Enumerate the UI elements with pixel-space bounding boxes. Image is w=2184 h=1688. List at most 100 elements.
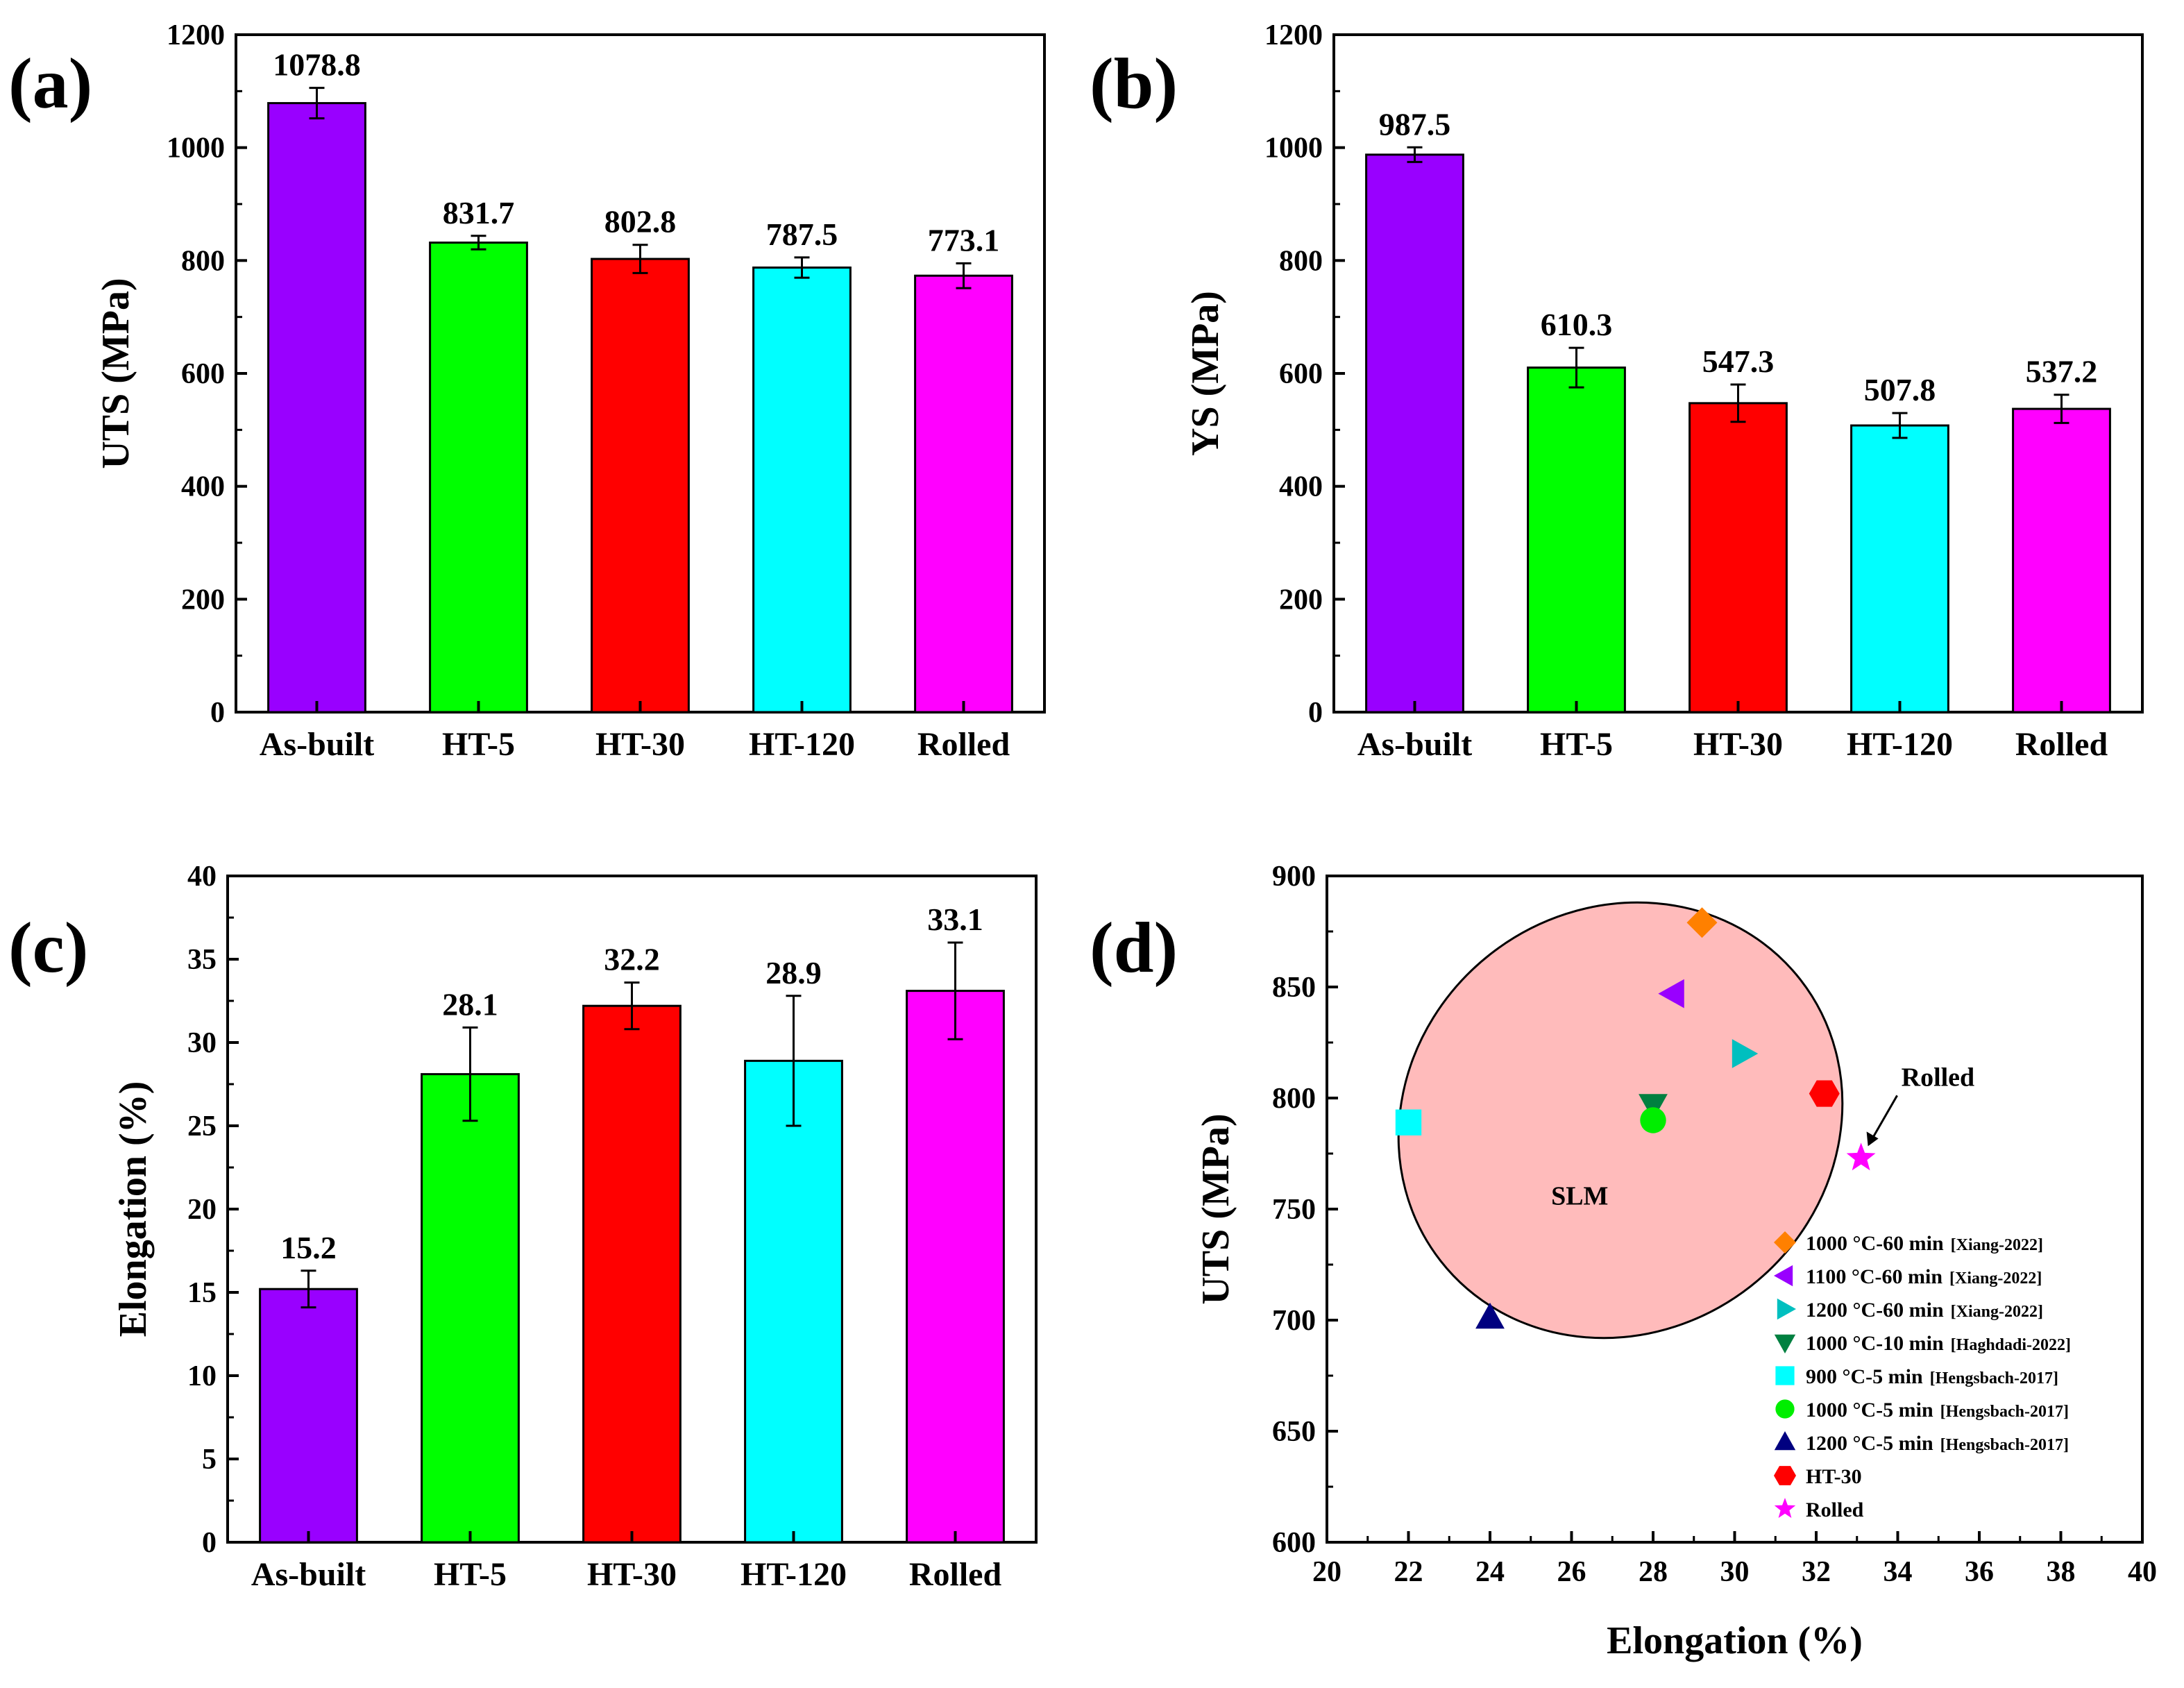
y-tick-label: 200 xyxy=(1279,584,1323,616)
legend-label: 1100 °C-60 min xyxy=(1806,1265,1942,1288)
x-axis-title: Elongation (%) xyxy=(1607,1619,1863,1662)
data-point xyxy=(1639,1094,1668,1120)
legend-entry: 1200 °C-60 min [Xiang-2022] xyxy=(1806,1299,2043,1322)
legend-marker xyxy=(1774,1231,1796,1254)
x-tick-label: HT-120 xyxy=(1847,726,1953,763)
bar xyxy=(421,1073,520,1544)
bar xyxy=(267,102,366,714)
y-tick-label: 1000 xyxy=(167,133,225,164)
y-tick-label: 10 xyxy=(187,1360,217,1392)
x-tick-label: 26 xyxy=(1557,1556,1586,1588)
bar xyxy=(2012,407,2111,714)
y-tick-label: 200 xyxy=(181,584,225,616)
x-tick-label: 20 xyxy=(1312,1556,1341,1588)
y-tick-label: 0 xyxy=(202,1527,217,1559)
y-axis-title: UTS (MPa) xyxy=(94,278,137,469)
bar xyxy=(752,267,852,714)
legend-label: HT-30 xyxy=(1806,1465,1862,1488)
bar xyxy=(259,1288,358,1544)
y-axis-title: Elongation (%) xyxy=(112,1081,155,1337)
bar xyxy=(1850,424,1949,714)
bar xyxy=(744,1059,843,1544)
bar xyxy=(906,990,1005,1544)
x-tick-label: HT-30 xyxy=(1693,726,1783,763)
data-point xyxy=(1395,1109,1422,1136)
annotation-arrow-head xyxy=(1866,1131,1879,1147)
x-tick-label: Rolled xyxy=(2015,726,2108,763)
legend-reference: [Xiang-2022] xyxy=(1949,1269,2042,1288)
data-point xyxy=(1686,907,1718,938)
y-tick-label: 900 xyxy=(1272,861,1316,893)
value-label: 507.8 xyxy=(1864,372,1936,407)
data-point xyxy=(1732,1039,1759,1068)
legend-entry: 1000 °C-5 min [Hengsbach-2017] xyxy=(1806,1399,2069,1421)
value-label: 28.9 xyxy=(765,955,822,990)
legend-marker xyxy=(1775,1399,1795,1419)
legend-marker xyxy=(1774,1498,1796,1518)
y-tick-label: 700 xyxy=(1272,1305,1316,1337)
data-point xyxy=(1846,1142,1876,1171)
panel-b: (b) YS (MPa) 0 200 400 600 800 1000 1200 987.5 As-… xyxy=(1090,19,2144,763)
value-label: 787.5 xyxy=(766,217,838,252)
bar xyxy=(914,274,1013,714)
y-tick-label: 600 xyxy=(181,358,225,390)
value-label: 773.1 xyxy=(928,222,1000,258)
bar xyxy=(1688,402,1788,714)
y-tick-label: 650 xyxy=(1272,1416,1316,1448)
x-tick-label: As-built xyxy=(251,1556,366,1593)
y-tick-label: 0 xyxy=(210,697,225,729)
y-tick-label: 35 xyxy=(187,944,217,976)
x-tick-label: 32 xyxy=(1802,1556,1831,1588)
legend-marker xyxy=(1774,1334,1796,1353)
value-label: 831.7 xyxy=(443,195,515,230)
legend-marker xyxy=(1774,1466,1796,1485)
legend-label: 1200 °C-5 min xyxy=(1806,1432,1933,1455)
y-tick-label: 800 xyxy=(1272,1083,1316,1115)
slm-region xyxy=(1397,901,1844,1340)
panel-label: (d) xyxy=(1090,908,1178,988)
value-label: 610.3 xyxy=(1541,307,1613,342)
x-tick-label: Rolled xyxy=(917,726,1010,763)
legend-label: 1200 °C-60 min xyxy=(1806,1299,1944,1322)
region-label: SLM xyxy=(1551,1182,1608,1211)
value-label: 28.1 xyxy=(442,986,498,1022)
data-point xyxy=(1658,979,1684,1008)
x-tick-label: 28 xyxy=(1639,1556,1668,1588)
panel-c: (c) Elongation (%) 0 5 10 15 20 25 30 35 40 15.2 As-… xyxy=(8,861,1038,1593)
x-tick-label: 30 xyxy=(1720,1556,1750,1588)
data-point xyxy=(1640,1107,1666,1133)
y-tick-label: 25 xyxy=(187,1111,217,1142)
value-label: 15.2 xyxy=(280,1230,337,1265)
panel-d: SLM (d) UTS (MPa) 600 650 700 750 800 850 900 20 22… xyxy=(1090,861,2157,1662)
y-tick-label: 600 xyxy=(1279,358,1323,390)
legend-reference: [Hengsbach-2017] xyxy=(1940,1436,2069,1454)
legend-label: 1000 °C-60 min xyxy=(1806,1232,1944,1255)
data-point xyxy=(1475,1302,1505,1329)
value-label: 33.1 xyxy=(927,902,983,937)
x-tick-label: HT-5 xyxy=(1540,726,1613,763)
x-tick-label: HT-5 xyxy=(434,1556,507,1593)
legend-reference: [Hengsbach-2017] xyxy=(1940,1403,2069,1421)
value-label: 537.2 xyxy=(2026,354,2098,389)
legend-entry: 1200 °C-5 min [Hengsbach-2017] xyxy=(1806,1432,2069,1455)
x-tick-label: 36 xyxy=(1965,1556,1994,1588)
value-label: 32.2 xyxy=(604,942,660,977)
panel-label: (b) xyxy=(1090,44,1178,124)
legend-entry: 1000 °C-10 min [Haghdadi-2022] xyxy=(1806,1332,2071,1355)
y-tick-label: 850 xyxy=(1272,972,1316,1004)
x-tick-label: 24 xyxy=(1475,1556,1505,1588)
x-tick-label: 40 xyxy=(2128,1556,2157,1588)
annotation-arrow-line xyxy=(1870,1095,1898,1142)
bar xyxy=(1365,153,1464,714)
legend-marker xyxy=(1774,1265,1793,1287)
y-tick-label: 1200 xyxy=(1264,19,1323,51)
x-tick-label: Rolled xyxy=(909,1556,1002,1593)
legend-reference: [Xiang-2022] xyxy=(1951,1303,2043,1321)
legend-entry: HT-30 xyxy=(1806,1465,1862,1488)
bar xyxy=(582,1004,682,1544)
panel-a: (a) UTS (MPa) 0 200 400 600 800 1000 1200 1078.8 A… xyxy=(8,19,1046,763)
y-axis-title: UTS (MPa) xyxy=(1194,1113,1237,1304)
y-tick-label: 400 xyxy=(1279,471,1323,503)
value-label: 802.8 xyxy=(604,204,677,239)
